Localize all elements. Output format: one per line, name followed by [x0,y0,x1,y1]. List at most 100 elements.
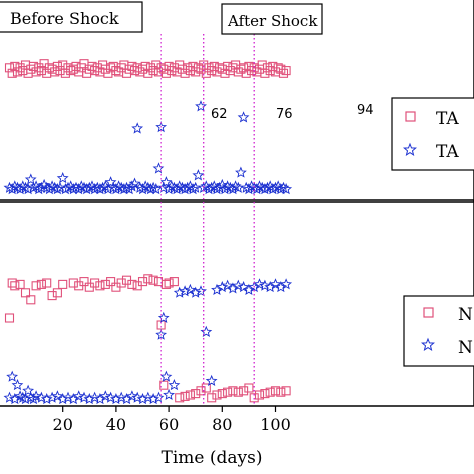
bottom-square-point [127,279,137,289]
bottom-star-point [155,328,168,340]
bottom-square-point [270,386,281,396]
bottom-star-point [94,393,106,405]
bottom-square-point [276,387,286,397]
bottom-star-point [67,393,80,405]
top-star-point [157,181,170,193]
bottom-star-point [163,388,176,400]
bottom-star-point [211,283,223,295]
top-legend: TA TA [391,97,474,171]
bottom-star-point [184,283,197,295]
top-star-point [152,162,165,174]
top-star-point [184,180,197,192]
bottom-star-point [104,391,117,403]
bottom-square-point [281,386,291,396]
bottom-panel-frame [0,199,474,407]
bottom-star-point [248,281,261,293]
top-square-point [260,68,270,78]
bottom-square-point [265,387,275,397]
before-shock-box: Before Shock [0,1,143,33]
bottom-star-point [280,278,293,290]
bottom-star-point [152,391,165,403]
top-square-point [278,68,289,78]
bottom-square-point [79,277,89,287]
bottom-star-point [51,390,64,402]
bottom-square-point [223,387,233,397]
bottom-square-point [185,390,195,400]
bottom-square-point [100,279,110,289]
bottom-square-point [116,278,126,288]
top-star-point [272,180,285,192]
bottom-square-point [36,279,46,289]
bottom-square-point [212,390,222,400]
top-star-point [131,122,144,134]
before-shock-label: Before Shock [10,9,119,28]
bottom-legend-label-1: N [458,305,473,325]
top-square-point [161,68,171,78]
bottom-square-point [217,389,227,399]
bottom-star-point [120,393,133,405]
bottom-square-point [233,387,243,397]
top-panel-marks [3,59,293,195]
top-square-point [201,68,211,78]
bottom-square-point [20,288,31,298]
bottom-star-point [200,325,213,337]
bottom-star-point [173,286,186,298]
top-star-point [208,180,221,192]
after-shock-box: After Shock [221,3,323,35]
bottom-star-point [242,283,255,295]
top-star-point [149,182,162,195]
bottom-star-point [78,391,90,403]
x-tick-label: 60 [159,415,179,434]
bottom-square-point [26,295,36,305]
bottom-star-point [30,390,43,402]
top-star-point [195,100,207,112]
bottom-star-point [274,281,287,293]
top-star-point [155,120,168,133]
bottom-square-point [228,386,238,396]
x-tick-label: 40 [106,415,126,434]
top-square-point [90,66,100,76]
x-tick-label: 100 [260,415,291,434]
bottom-star-point [136,393,149,405]
bottom-square-point [15,279,25,289]
top-star-point [123,182,136,195]
bottom-star-point [46,391,58,403]
top-panel-frame [0,0,474,203]
top-square-point [143,68,153,78]
bottom-square-point [31,281,41,291]
bottom-square-point [159,380,169,390]
bottom-star-point [8,393,21,405]
bottom-panel-marks [3,274,293,405]
bottom-star-point [221,279,234,291]
bottom-star-point [125,390,138,402]
bottom-square-point [254,390,265,400]
bottom-star-point [195,285,207,297]
bottom-star-point [168,379,181,391]
top-star-point [86,180,98,192]
top-star-point [104,176,117,188]
bottom-square-point [47,291,57,301]
x-axis-title: Time (days) [162,448,263,468]
x-tick-label: 20 [53,415,73,434]
bottom-star-point [88,391,101,403]
bottom-star-point [216,281,229,293]
bottom-star-point [109,393,122,405]
bottom-star-point [264,281,277,293]
bottom-star-point [115,391,128,403]
bottom-square-point [4,313,15,323]
bottom-square-point [90,278,100,288]
bottom-square-point [148,275,158,285]
bottom-star-point [189,286,202,298]
bottom-legend-star-marker [421,337,435,352]
bottom-legend: N N [403,295,474,367]
marker-label-62: 62 [211,107,228,122]
top-square-point [50,67,60,77]
top-legend-label-1: TA [436,109,459,129]
top-star-point [30,180,43,192]
top-square-point [193,63,203,73]
bottom-square-point [239,386,249,396]
top-star-point [64,180,77,192]
top-square-point [180,68,190,78]
bottom-square-point [260,389,270,399]
